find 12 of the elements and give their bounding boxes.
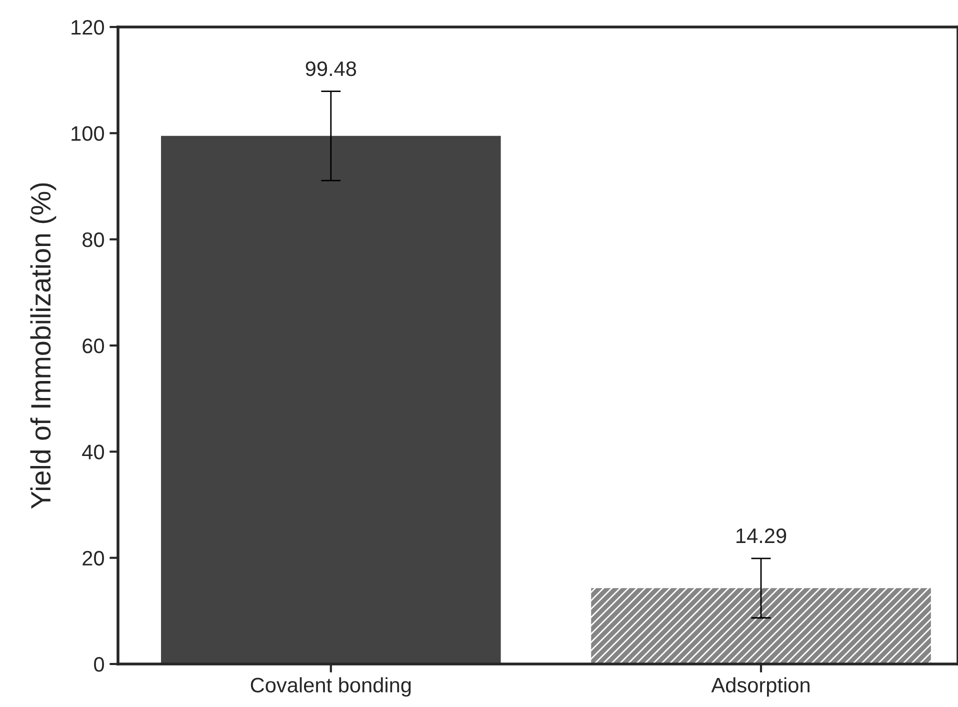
x-tick-label: Covalent bonding [250,677,411,697]
data-label: 99.48 [306,61,356,76]
y-tick-label: 20 [82,550,104,566]
y-tick-label: 80 [82,232,104,248]
y-tick-label: 40 [82,444,104,460]
y-tick-label: 60 [82,338,104,354]
y-tick-label: 120 [72,20,104,35]
y-tick-label: 100 [72,126,104,141]
x-tick-label: Adsorption [711,677,810,697]
y-tick-label: 0 [94,657,104,672]
y-axis-title: Yield of Immobilization (%) [30,183,56,509]
data-label: 14.29 [736,528,786,544]
